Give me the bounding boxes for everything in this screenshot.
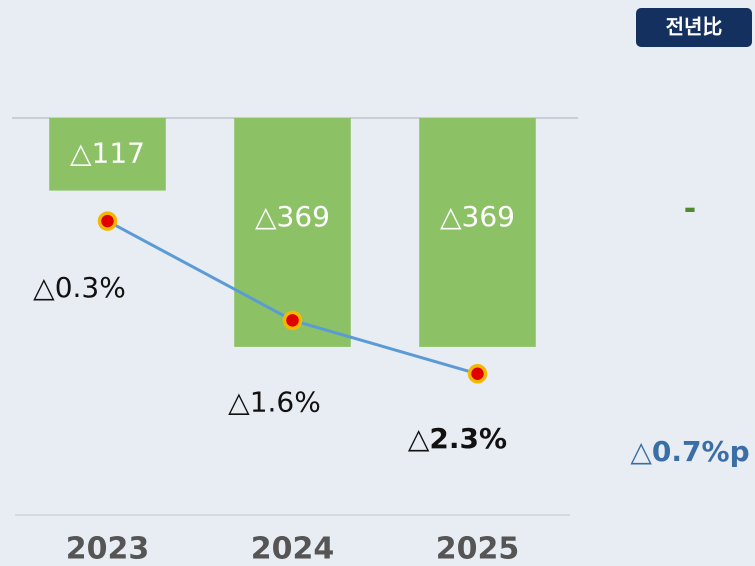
badge (636, 8, 752, 47)
line-label: △0.3% (33, 271, 126, 304)
bar (419, 118, 536, 347)
bar (49, 118, 166, 191)
badge-text: 전년比 (666, 15, 723, 39)
bar (234, 118, 351, 347)
bar-label: △369 (255, 200, 330, 233)
point (282, 310, 303, 331)
x-tick-label: 2024 (251, 532, 335, 566)
line-change: △0.7%p (630, 435, 749, 468)
line-label: △2.3% (408, 422, 507, 455)
x-tick-label: 2025 (436, 532, 520, 566)
bar-change: - (684, 192, 696, 227)
point (97, 211, 118, 231)
line-label: △1.6% (228, 385, 321, 418)
bar-label: △117 (70, 136, 145, 169)
point (467, 364, 488, 384)
bar-label: △369 (440, 200, 515, 233)
x-tick-label: 2023 (66, 532, 150, 566)
